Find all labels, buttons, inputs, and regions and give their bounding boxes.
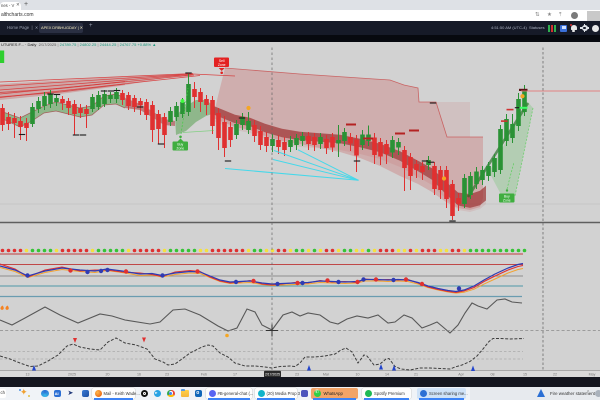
svg-text:20: 20 [106, 373, 110, 377]
svg-text:Buy: Buy [177, 142, 183, 146]
svg-text:15: 15 [523, 373, 527, 377]
svg-text:Buy: Buy [504, 194, 510, 198]
svg-text:08: 08 [491, 373, 495, 377]
svg-text:Mar: Mar [323, 373, 330, 377]
svg-text:10: 10 [356, 373, 360, 377]
svg-text:16: 16 [137, 373, 141, 377]
svg-text:23: 23 [165, 373, 169, 377]
svg-text:21: 21 [414, 373, 418, 377]
svg-text:17: 17 [233, 373, 237, 377]
svg-text:Apr: Apr [458, 373, 464, 377]
svg-text:13: 13 [26, 373, 30, 377]
svg-text:2/17/2025: 2/17/2025 [265, 373, 280, 377]
svg-text:Feb: Feb [201, 373, 207, 377]
svg-text:Zone: Zone [503, 199, 511, 203]
svg-text:Zone: Zone [218, 63, 226, 67]
svg-text:UTURES F... · Daily 2/17/2025: UTURES F... · Daily 2/17/2025 | 24789.75… [1, 42, 156, 47]
svg-text:22: 22 [553, 373, 557, 377]
svg-text:23: 23 [295, 373, 299, 377]
svg-text:Sell: Sell [219, 59, 225, 63]
svg-text:2025: 2025 [68, 373, 76, 377]
svg-text:14: 14 [385, 373, 389, 377]
svg-text:May: May [589, 373, 596, 377]
svg-text:Zone: Zone [176, 147, 184, 151]
